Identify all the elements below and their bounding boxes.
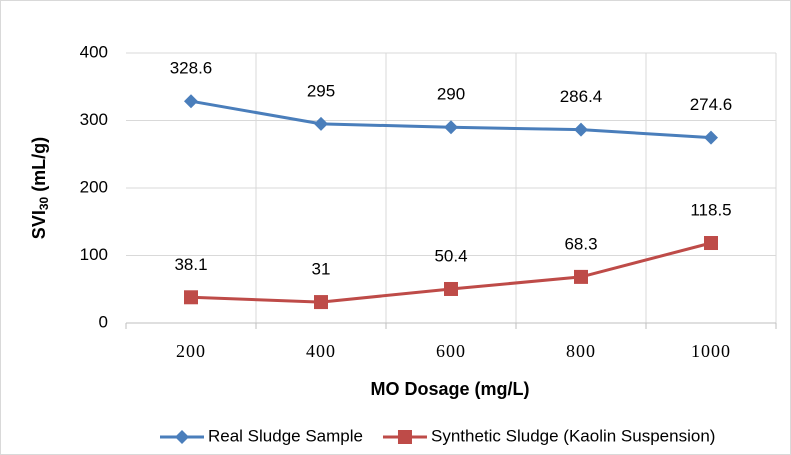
- x-tick-label: 800: [566, 341, 596, 361]
- y-axis-title-main: SVI: [29, 210, 49, 239]
- y-axis-title: SVI30 (mL/g): [29, 137, 51, 239]
- data-label: 286.4: [560, 87, 603, 106]
- marker: [314, 116, 328, 131]
- x-tick-label: 600: [436, 341, 466, 361]
- data-label: 118.5: [690, 200, 731, 219]
- y-axis-title-unit: (mL/g): [29, 137, 49, 197]
- x-tick-label: 200: [176, 341, 206, 361]
- marker: [175, 430, 189, 444]
- marker: [574, 269, 588, 284]
- y-tick-label: 100: [80, 245, 108, 264]
- marker: [444, 120, 458, 135]
- y-tick-label: 300: [80, 110, 108, 129]
- x-tick-label: 1000: [691, 341, 731, 361]
- data-label: 31: [312, 260, 331, 279]
- marker: [314, 295, 328, 310]
- data-label: 328.6: [170, 59, 213, 78]
- marker: [444, 281, 458, 296]
- y-axis-title-subscript: 30: [37, 196, 51, 210]
- y-tick-label: 400: [80, 42, 108, 61]
- marker: [704, 236, 718, 251]
- marker: [574, 122, 588, 137]
- x-axis-title: MO Dosage (mg/L): [370, 379, 529, 399]
- marker: [184, 94, 198, 109]
- marker: [184, 290, 198, 305]
- data-label: 50.4: [434, 246, 467, 265]
- data-label: 295: [307, 81, 335, 100]
- data-label: 290: [437, 85, 465, 104]
- legend-item: Synthetic Sludge (Kaolin Suspension): [382, 426, 715, 445]
- legend-item: Real Sludge Sample: [160, 426, 363, 445]
- data-label: 274.6: [690, 95, 733, 114]
- data-label: 68.3: [564, 234, 597, 253]
- y-tick-label: 200: [80, 177, 108, 196]
- marker: [704, 130, 718, 145]
- x-tick-label: 400: [306, 341, 336, 361]
- marker: [397, 430, 412, 444]
- legend-label: Synthetic Sludge (Kaolin Suspension): [431, 426, 715, 445]
- legend-label: Real Sludge Sample: [208, 426, 363, 445]
- y-tick-label: 0: [99, 312, 108, 331]
- data-label: 38.1: [174, 255, 207, 274]
